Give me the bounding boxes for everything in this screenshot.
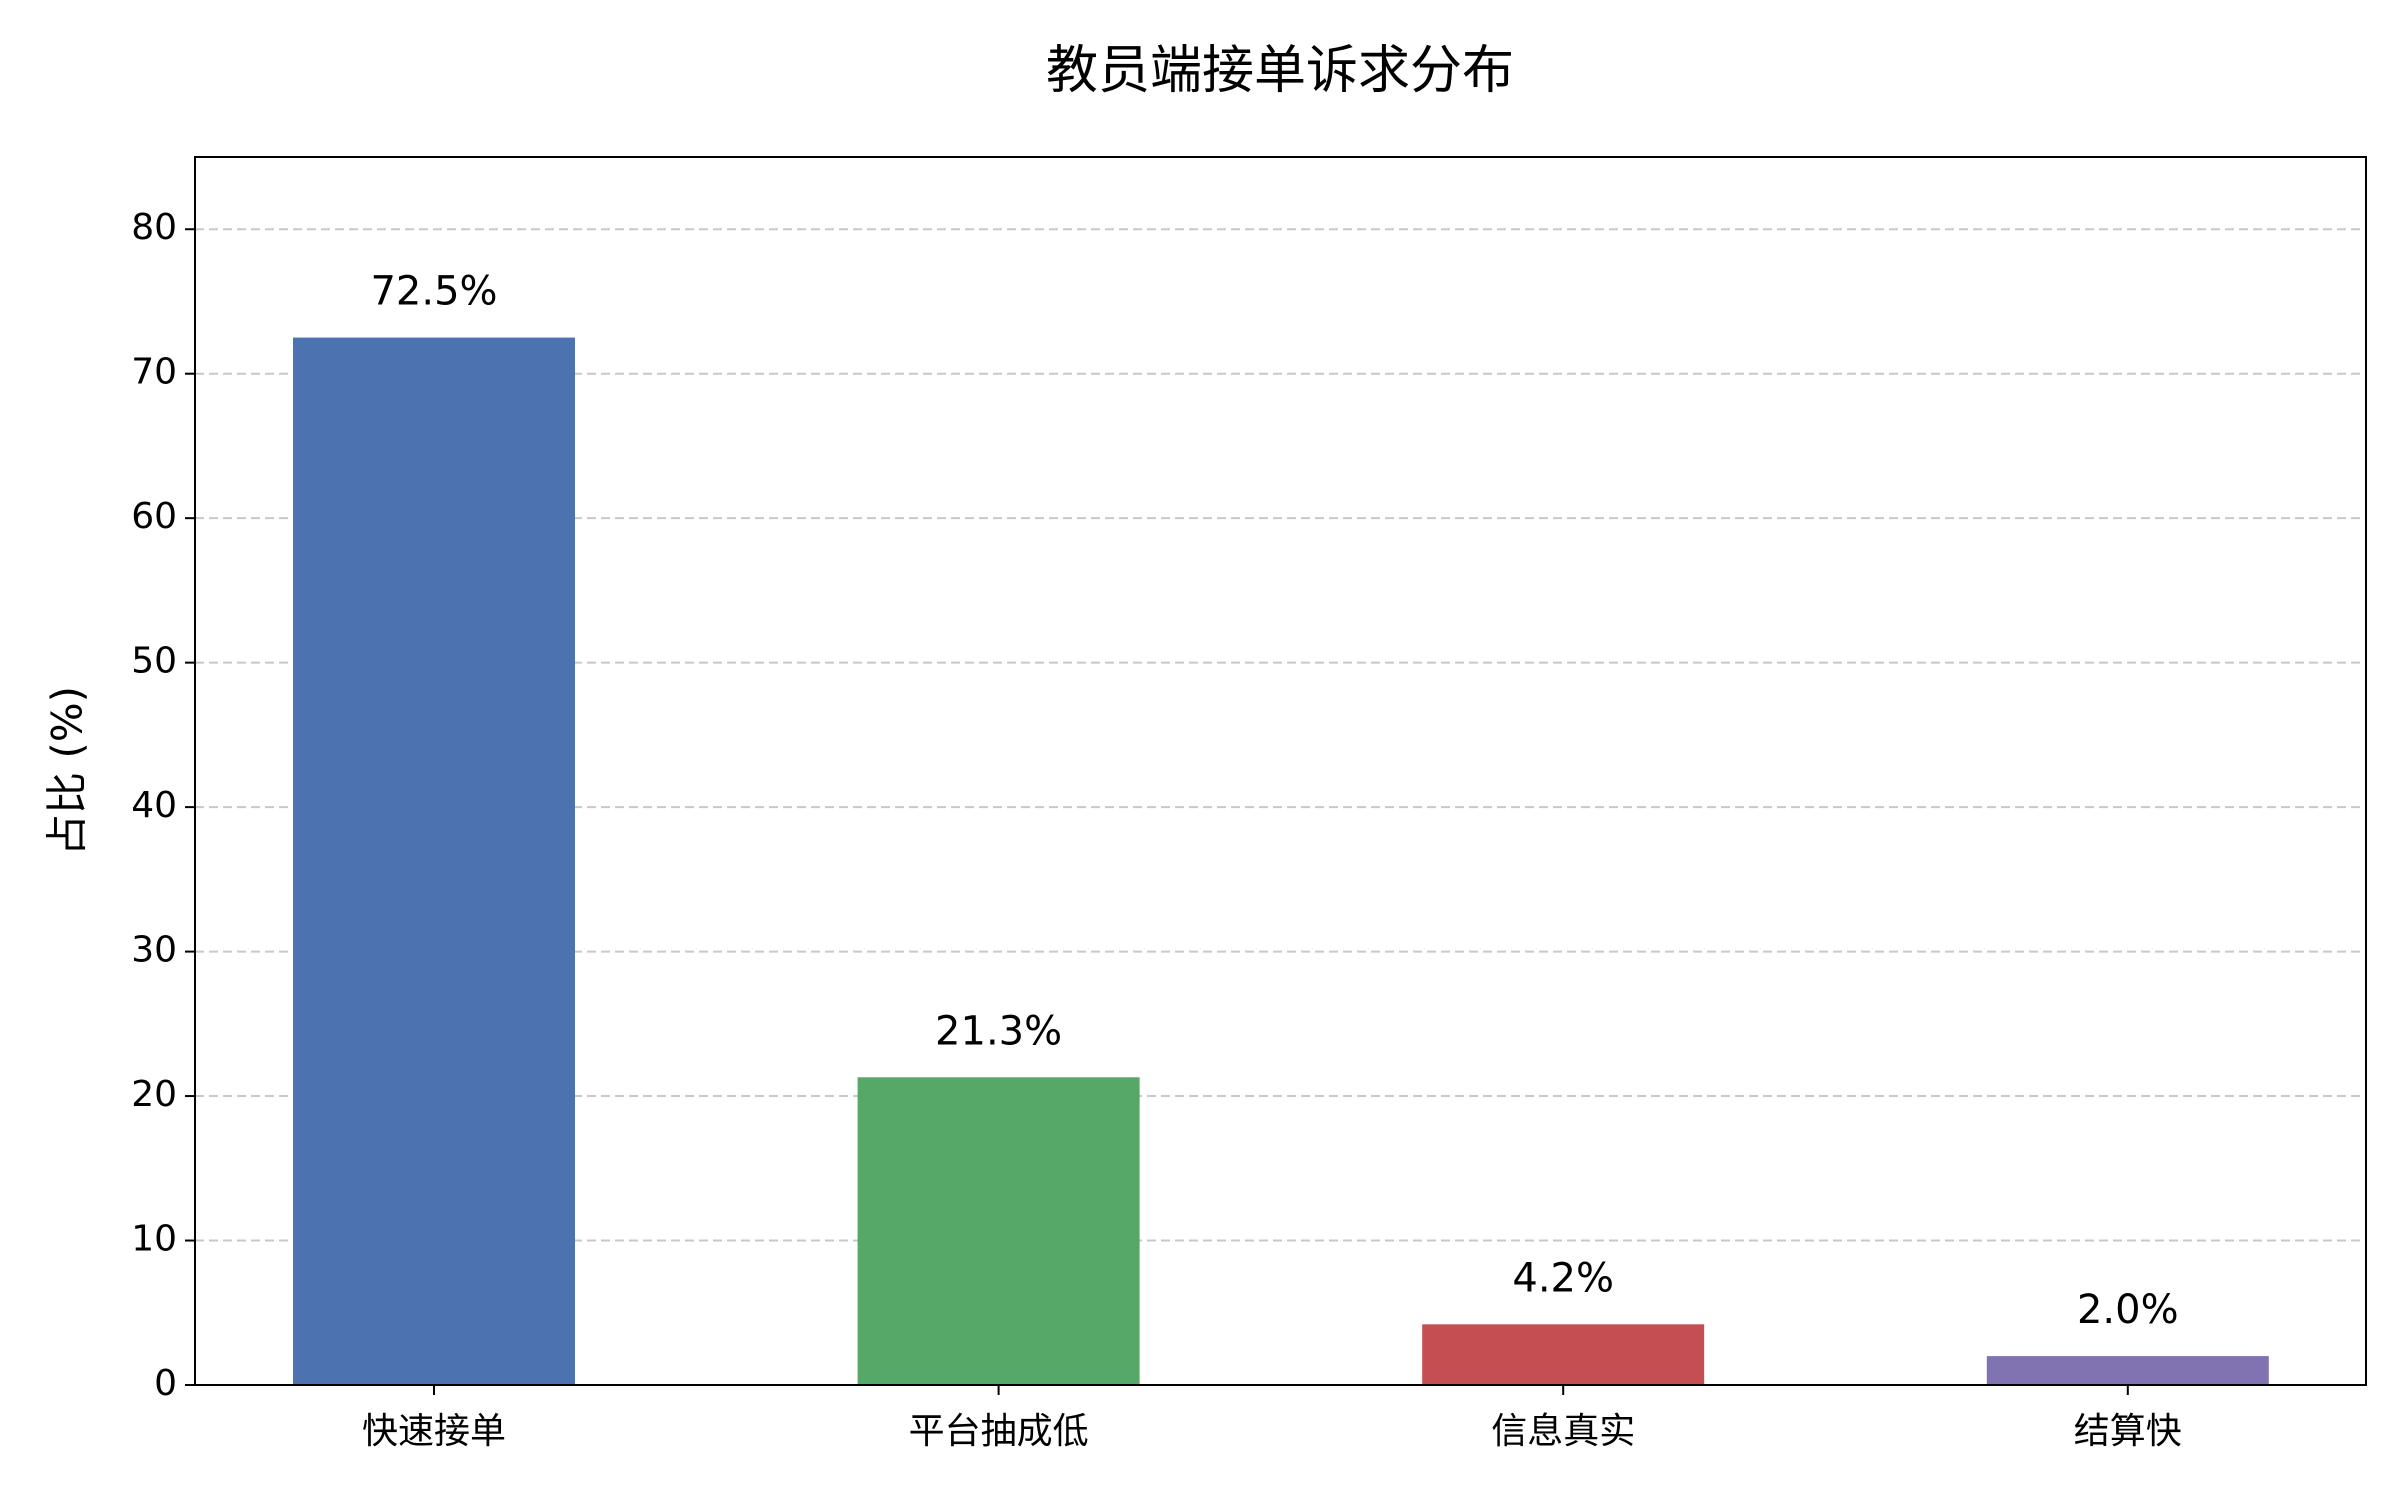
x-tick-label: 结算快 — [2074, 1411, 2182, 1452]
bar — [1986, 1356, 2269, 1385]
y-tick-label: 70 — [131, 352, 177, 393]
y-tick-label: 50 — [131, 641, 177, 682]
bar — [1422, 1324, 1705, 1385]
y-tick-label: 20 — [131, 1074, 177, 1115]
value-label: 4.2% — [1512, 1255, 1614, 1301]
x-tick-label: 平台抽成低 — [909, 1411, 1089, 1452]
y-tick-label: 60 — [131, 496, 177, 537]
bar — [293, 337, 575, 1385]
chart-title: 教员端接单诉求分布 — [1046, 41, 1514, 101]
y-tick-label: 10 — [131, 1219, 177, 1260]
y-tick-label: 0 — [154, 1363, 177, 1404]
value-label: 21.3% — [935, 1008, 1062, 1054]
x-tick-label: 信息真实 — [1491, 1411, 1635, 1452]
y-tick-label: 40 — [131, 785, 177, 826]
bar — [857, 1077, 1140, 1385]
value-label: 2.0% — [2077, 1287, 2179, 1333]
x-tick-label: 快速接单 — [362, 1411, 506, 1452]
y-tick-label: 80 — [131, 207, 177, 248]
y-tick-label: 30 — [131, 930, 177, 971]
value-label: 72.5% — [370, 269, 497, 315]
y-axis-label: 占比 (%) — [43, 686, 92, 856]
plot-frame — [194, 156, 2367, 1386]
